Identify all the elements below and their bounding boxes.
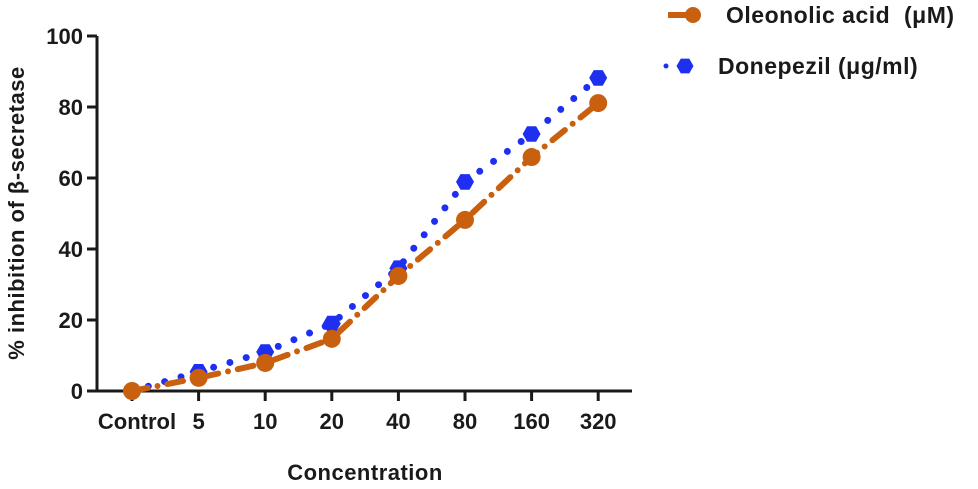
data-point-donepezil [522,126,541,142]
y-axis-title: % inhibition of β-secretase [4,66,29,359]
data-point-oleonolic [522,148,541,167]
y-tick-label: 20 [59,308,83,333]
legend-marker-oleonolic [685,7,701,23]
y-tick-label: 40 [59,237,83,262]
data-point-oleonolic [322,329,341,348]
data-point-donepezil [322,315,341,332]
data-point-oleonolic [456,210,474,229]
y-tick-label: 0 [71,379,83,404]
legend-item-oleonolic: Oleonolic acid (μM) [668,2,955,28]
data-point-oleonolic [389,266,408,285]
x-tick-label: 160 [513,409,550,434]
data-point-donepezil [589,70,608,86]
x-tick-label: 5 [192,409,204,434]
legend-label-oleonolic: Oleonolic acid (μM) [726,2,955,28]
y-tick-label: 80 [59,95,83,120]
series-layer [123,70,608,400]
x-axis: Control 5 10 20 40 80 160 320 [95,389,632,434]
y-axis: 0 20 40 60 80 100 [46,24,99,404]
data-point-oleonolic [589,94,608,113]
legend-line-donepezil [663,63,669,69]
x-tick-label: 40 [386,409,410,434]
x-tick-label: 80 [453,409,477,434]
legend-item-donepezil: Donepezil (μg/ml) [663,53,918,79]
x-tick-label: Control [98,409,176,434]
legend: Oleonolic acid (μM) Donepezil (μg/ml) [663,2,955,79]
x-tick-label: 320 [580,409,617,434]
x-axis-title: Concentration [287,460,443,485]
y-tick-label: 60 [59,166,83,191]
x-tick-label: 10 [253,409,277,434]
legend-label-donepezil: Donepezil (μg/ml) [718,53,918,79]
data-point-oleonolic [189,368,208,387]
data-point-oleonolic [256,353,275,372]
legend-marker-donepezil [676,58,694,74]
data-point-donepezil [456,174,474,190]
y-tick-label: 100 [46,24,83,49]
series-line-oleonolic [129,100,602,394]
data-point-oleonolic [123,382,141,400]
x-tick-label: 20 [320,409,344,434]
series-line-donepezil [128,74,602,395]
